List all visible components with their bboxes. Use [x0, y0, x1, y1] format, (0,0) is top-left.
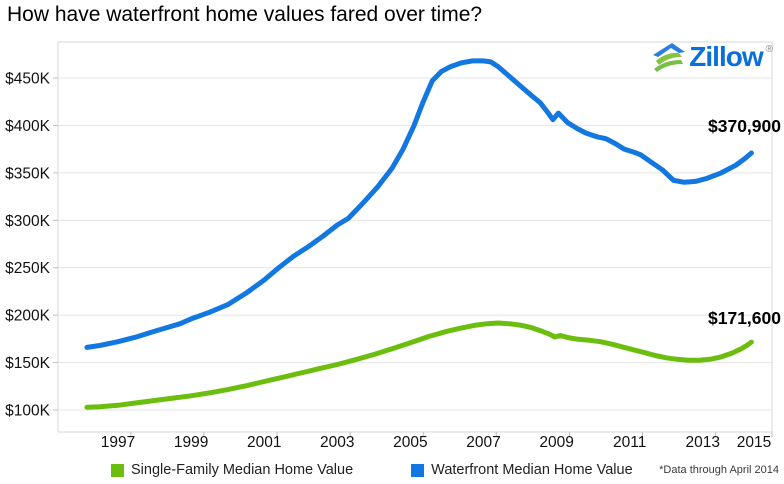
- legend-item-single-family: Single-Family Median Home Value: [111, 462, 353, 478]
- legend-label: Waterfront Median Home Value: [431, 462, 633, 478]
- y-axis-label: $300K: [5, 213, 50, 230]
- y-axis-label: $450K: [5, 71, 50, 88]
- y-axis-label: $400K: [5, 118, 50, 135]
- plot-border: [57, 41, 773, 433]
- registered-mark: ®: [765, 43, 773, 55]
- y-axis-label: $250K: [5, 260, 50, 277]
- y-axis-label: $100K: [5, 403, 50, 420]
- page-title: How have waterfront home values fared ov…: [7, 3, 483, 26]
- waterfront-swatch: [411, 463, 425, 477]
- series-line-single-family: [84, 320, 754, 410]
- x-axis-label: 2015: [737, 434, 771, 451]
- zillow-house-icon: [653, 43, 686, 72]
- y-axis-label: $350K: [5, 165, 50, 182]
- zillow-wordmark: Zillow: [689, 40, 763, 72]
- x-axis-label: 2003: [320, 434, 354, 451]
- y-axis-label: $200K: [5, 308, 50, 325]
- x-axis-label: 2009: [539, 434, 573, 451]
- x-axis-label: 1997: [101, 434, 135, 451]
- x-axis-label: 2001: [247, 434, 281, 451]
- x-axis-label: 2011: [613, 434, 646, 451]
- legend: Single-Family Median Home Value Waterfro…: [111, 462, 633, 478]
- x-axis-label: 2007: [466, 434, 500, 451]
- x-axis-label: 2013: [686, 434, 720, 451]
- legend-label: Single-Family Median Home Value: [131, 462, 354, 478]
- single-family-end-value-label: $171,600: [708, 308, 781, 328]
- series-line-waterfront: [84, 58, 754, 350]
- x-axis-label: 2005: [393, 434, 427, 451]
- footnote: *Data through April 2014: [659, 464, 779, 476]
- legend-bar: Single-Family Median Home Value Waterfro…: [0, 454, 784, 484]
- single-family-swatch: [111, 463, 124, 477]
- zillow-logo: Zillow ®: [651, 40, 773, 72]
- waterfront-end-value-label: $370,900: [708, 116, 781, 136]
- x-axis-label: 1999: [174, 434, 208, 451]
- legend-item-waterfront: Waterfront Median Home Value: [411, 462, 633, 478]
- y-axis-label: $150K: [5, 355, 50, 372]
